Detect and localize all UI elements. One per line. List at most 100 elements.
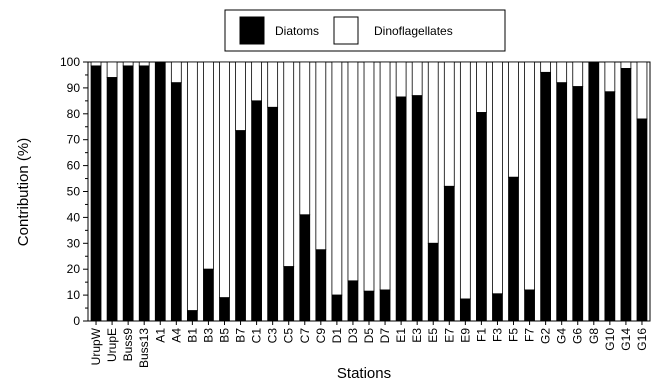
x-tick-label: A4 bbox=[169, 328, 183, 343]
bar-dinoflagellates bbox=[443, 61, 455, 187]
bar-dinoflagellates bbox=[315, 61, 327, 251]
bar-diatoms bbox=[347, 280, 359, 322]
bar-dinoflagellates bbox=[411, 61, 423, 97]
bar-diatoms bbox=[315, 249, 327, 322]
x-tick-label: B5 bbox=[217, 328, 231, 343]
y-tick-label: 10 bbox=[67, 288, 81, 302]
bar-dinoflagellates bbox=[540, 61, 552, 73]
x-tick-label: E1 bbox=[394, 328, 408, 343]
bar-diatoms bbox=[154, 61, 166, 322]
bar-dinoflagellates bbox=[636, 61, 648, 120]
bar-diatoms bbox=[459, 298, 471, 322]
bar-diatoms bbox=[379, 289, 391, 322]
bar-diatoms bbox=[186, 310, 198, 322]
bar-diatoms bbox=[636, 118, 648, 322]
bar-dinoflagellates bbox=[363, 61, 375, 292]
bar-diatoms bbox=[395, 96, 407, 322]
bar-diatoms bbox=[138, 65, 150, 322]
x-tick-label: G6 bbox=[571, 328, 585, 344]
y-tick-label: 100 bbox=[60, 55, 80, 69]
bar-diatoms bbox=[283, 266, 295, 322]
y-tick-label: 40 bbox=[67, 210, 81, 224]
x-tick-label: F3 bbox=[490, 328, 504, 342]
bar-diatoms bbox=[492, 293, 503, 322]
bar-diatoms bbox=[588, 61, 600, 322]
x-tick-label: D5 bbox=[362, 328, 376, 344]
bar-dinoflagellates bbox=[251, 61, 262, 102]
bar-dinoflagellates bbox=[395, 61, 407, 98]
bar-dinoflagellates bbox=[219, 61, 230, 299]
bar-dinoflagellates bbox=[604, 61, 616, 93]
bar-dinoflagellates bbox=[379, 61, 391, 291]
bar-dinoflagellates bbox=[331, 61, 343, 296]
bar-diatoms bbox=[540, 71, 552, 322]
bar-dinoflagellates bbox=[347, 61, 359, 282]
x-tick-label: G14 bbox=[619, 328, 633, 351]
x-tick-label: G2 bbox=[539, 328, 553, 344]
bar-diatoms bbox=[556, 82, 568, 322]
bar-diatoms bbox=[219, 297, 230, 322]
bar-diatoms bbox=[122, 65, 134, 322]
bar-dinoflagellates bbox=[524, 61, 535, 291]
bar-diatoms bbox=[235, 130, 246, 322]
x-tick-label: UrupW bbox=[89, 327, 103, 365]
x-tick-label: E5 bbox=[426, 328, 440, 343]
y-axis-title: Contribution (%) bbox=[15, 138, 32, 246]
x-tick-label: D1 bbox=[330, 328, 344, 344]
x-tick-label: C9 bbox=[314, 328, 328, 344]
legend-swatch-dinoflagellates bbox=[333, 16, 359, 45]
bar-diatoms bbox=[476, 112, 487, 322]
x-tick-label: G10 bbox=[603, 328, 617, 351]
y-tick-label: 90 bbox=[67, 81, 81, 95]
x-tick-label: F7 bbox=[523, 328, 537, 342]
bar-diatoms bbox=[363, 290, 375, 322]
bar-diatoms bbox=[251, 100, 262, 322]
x-tick-label: B3 bbox=[201, 328, 215, 343]
bar-diatoms bbox=[427, 242, 439, 322]
bar-diatoms bbox=[299, 214, 311, 322]
plot-area: 0 10 20 30 40 50 60 70 80 90 100 UrupW UrupE Buss9 Bus… bbox=[60, 55, 651, 368]
x-tick-label: F5 bbox=[507, 328, 521, 342]
y-tick-label: 30 bbox=[67, 236, 81, 250]
x-tick-label: E7 bbox=[442, 328, 456, 343]
bar-dinoflagellates bbox=[620, 61, 632, 69]
y-tick-label: 70 bbox=[67, 133, 81, 147]
bar-diatoms bbox=[106, 77, 118, 322]
x-tick-label: C7 bbox=[298, 328, 312, 344]
x-tick-label: C3 bbox=[266, 328, 280, 344]
bar-dinoflagellates bbox=[90, 61, 102, 67]
bar-dinoflagellates bbox=[170, 61, 182, 84]
bar-dinoflagellates bbox=[203, 61, 214, 270]
x-tick-label: F1 bbox=[474, 328, 488, 342]
bar-dinoflagellates bbox=[267, 61, 279, 108]
y-tick-label: 50 bbox=[67, 185, 81, 199]
x-tick-label: G16 bbox=[635, 328, 649, 351]
bar-dinoflagellates bbox=[508, 61, 519, 178]
x-tick-label: G4 bbox=[555, 328, 569, 344]
bar-diatoms bbox=[572, 86, 584, 322]
y-tick-label: 0 bbox=[73, 314, 80, 328]
bar-dinoflagellates bbox=[299, 61, 311, 216]
legend-swatch-diatoms bbox=[239, 16, 265, 45]
x-tick-label: B1 bbox=[185, 328, 199, 343]
x-tick-label: D3 bbox=[346, 328, 360, 344]
bar-diatoms bbox=[90, 65, 102, 322]
bar-dinoflagellates bbox=[556, 61, 568, 84]
bar-dinoflagellates bbox=[283, 61, 295, 268]
legend-label-dinoflagellates: Dinoflagellates bbox=[374, 24, 453, 38]
legend: Diatoms Dinoflagellates bbox=[224, 9, 506, 52]
y-tick-label: 80 bbox=[67, 107, 81, 121]
bar-diatoms bbox=[620, 68, 632, 322]
bar-diatoms bbox=[524, 289, 535, 322]
bar-diatoms bbox=[411, 95, 423, 322]
bar-diatoms bbox=[267, 106, 279, 322]
x-tick-label: C1 bbox=[250, 328, 264, 344]
x-tick-label: E9 bbox=[458, 328, 472, 343]
x-tick-label: Buss13 bbox=[137, 328, 151, 368]
x-tick-label: G8 bbox=[587, 328, 601, 344]
x-tick-label: Buss9 bbox=[121, 328, 135, 362]
x-tick-label: A1 bbox=[153, 328, 167, 343]
bar-dinoflagellates bbox=[572, 61, 584, 88]
legend-box bbox=[224, 9, 506, 52]
